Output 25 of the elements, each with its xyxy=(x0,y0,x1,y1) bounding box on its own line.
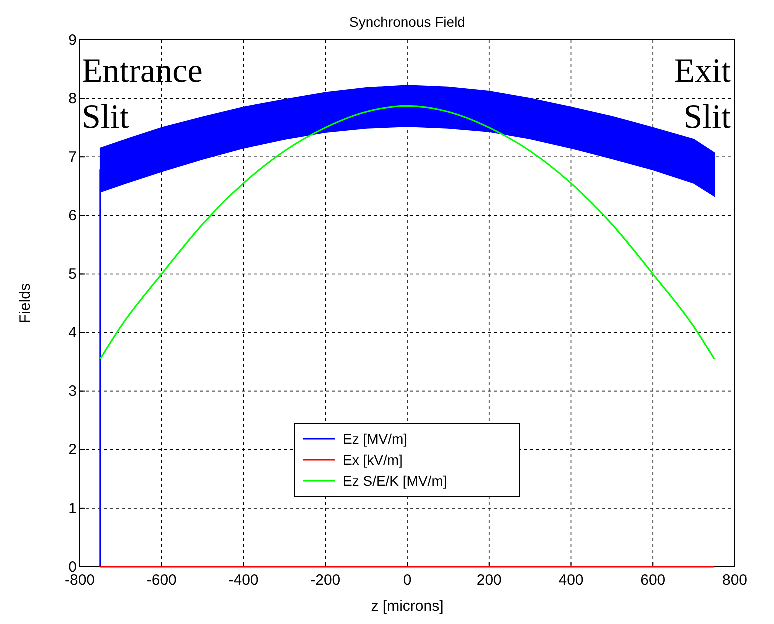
x-tick-label: 0 xyxy=(403,572,412,589)
x-axis-title: z [microns] xyxy=(371,598,444,615)
legend-label: Ez S/E/K [MV/m] xyxy=(343,473,448,489)
y-tick-label: 8 xyxy=(68,90,77,108)
x-tick-label: 800 xyxy=(722,572,748,589)
y-tick-label: 7 xyxy=(68,148,77,166)
legend-label: Ex [kV/m] xyxy=(343,452,403,468)
annotation: Entrance Slit xyxy=(82,53,203,136)
y-tick-label: 9 xyxy=(68,32,77,49)
y-axis-title: Fields xyxy=(17,283,34,324)
x-tick-label: 600 xyxy=(640,572,666,589)
chart-title: Synchronous Field xyxy=(350,14,466,30)
x-tick-label: 400 xyxy=(558,572,584,589)
y-tick-label: 1 xyxy=(68,500,77,518)
y-tick-label: 4 xyxy=(68,324,77,342)
y-tick-label: 6 xyxy=(68,207,77,224)
y-tick-label: 5 xyxy=(68,266,77,284)
y-tick-label: 3 xyxy=(68,383,77,400)
x-tick-label: -400 xyxy=(228,572,259,589)
y-tick-label: 2 xyxy=(68,442,77,459)
x-tick-label: 200 xyxy=(476,572,502,589)
annotation: Exit Slit xyxy=(674,53,732,136)
x-tick-label: -600 xyxy=(146,572,177,589)
x-tick-label: -200 xyxy=(310,572,341,589)
legend-label: Ez [MV/m] xyxy=(343,431,408,447)
